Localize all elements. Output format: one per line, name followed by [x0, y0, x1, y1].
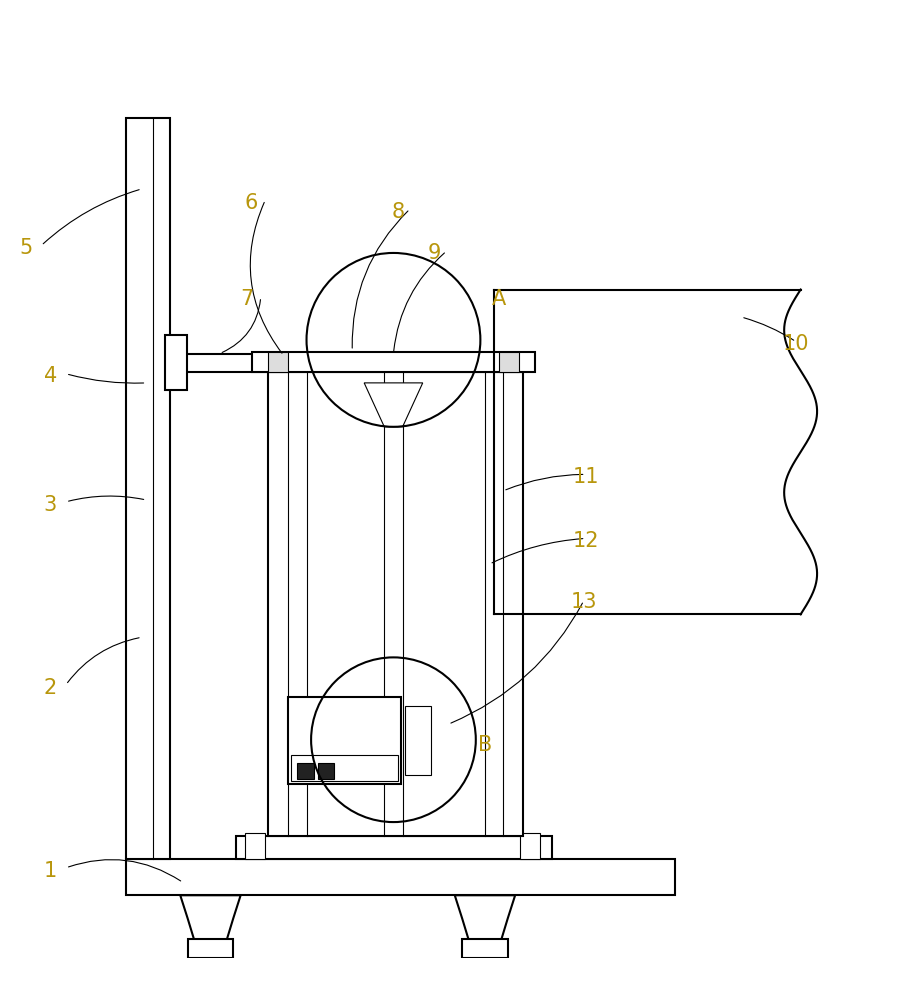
Bar [288, 697, 401, 784]
Bar [520, 833, 540, 859]
Bar [297, 763, 314, 779]
Text: 12: 12 [573, 531, 598, 551]
Text: 1: 1 [44, 861, 57, 881]
Text: 8: 8 [392, 202, 404, 222]
Bar [485, 372, 503, 836]
Text: 13: 13 [571, 592, 597, 612]
Text: 11: 11 [573, 467, 598, 487]
Bar [405, 699, 431, 727]
Polygon shape [180, 895, 241, 939]
Text: 5: 5 [19, 238, 32, 258]
Bar [245, 833, 265, 859]
Text: 9: 9 [428, 243, 441, 263]
Text: 4: 4 [44, 366, 57, 386]
Bar [170, 354, 398, 372]
Text: B: B [478, 735, 492, 755]
Text: A: A [491, 289, 506, 309]
Bar [499, 352, 519, 372]
Bar [288, 372, 307, 836]
Bar [252, 352, 535, 372]
Bar [462, 939, 508, 958]
Text: 7: 7 [241, 289, 253, 309]
Text: 6: 6 [245, 193, 258, 213]
Text: 2: 2 [44, 678, 57, 698]
Bar [291, 755, 398, 781]
Polygon shape [364, 383, 423, 427]
Bar [268, 372, 523, 836]
Bar [126, 118, 170, 859]
Bar [236, 836, 552, 859]
Bar [188, 939, 233, 958]
Bar [318, 763, 334, 779]
Bar [165, 335, 187, 390]
Bar [290, 698, 399, 727]
Text: 10: 10 [783, 334, 809, 354]
Polygon shape [455, 895, 515, 939]
Text: 3: 3 [44, 495, 57, 515]
Bar [268, 352, 288, 372]
Bar [126, 859, 675, 895]
Bar [405, 706, 431, 774]
